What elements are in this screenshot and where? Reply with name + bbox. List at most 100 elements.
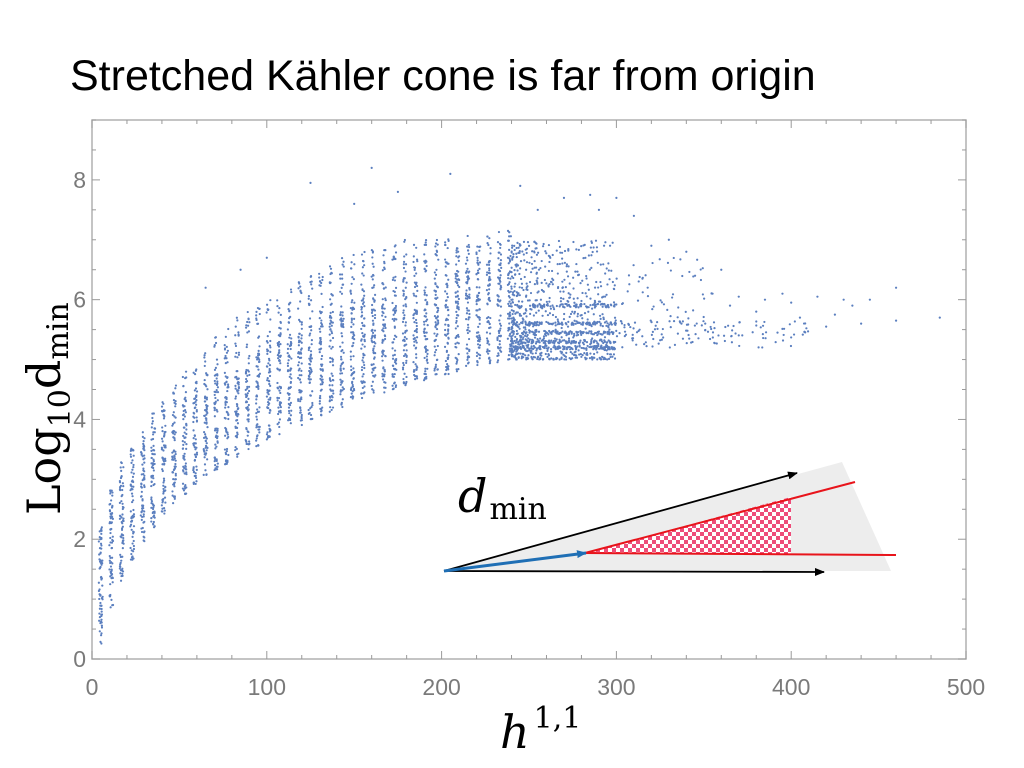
data-point [195,480,198,483]
data-point [607,304,610,307]
data-point [119,553,122,556]
data-point [509,302,512,305]
data-point [216,468,219,471]
data-point [225,447,229,451]
data-point [110,541,114,544]
data-point [98,597,101,601]
data-point [581,353,584,357]
data-point [513,290,516,293]
data-point [370,384,373,388]
data-point [433,315,437,318]
data-point [150,496,153,499]
data-point [467,309,471,312]
data-point [183,415,186,418]
data-point [373,293,377,296]
data-point [202,448,205,451]
data-point [132,530,135,534]
data-point [599,263,602,266]
data-point [518,250,521,253]
data-point [586,283,589,286]
data-point [551,304,554,307]
data-point [535,329,538,333]
data-point [512,332,515,335]
data-point [363,338,366,341]
data-point [371,262,374,265]
data-point [151,507,155,511]
data-point [583,340,587,343]
data-point [298,356,302,360]
data-point [132,539,135,543]
data-point [465,292,468,295]
data-point [184,465,187,468]
data-point [576,312,580,315]
data-point [339,290,342,293]
data-point [339,355,343,358]
data-point [290,337,293,340]
data-point [558,338,561,341]
x-tick-label: 200 [422,674,460,700]
data-point [613,287,616,291]
data-point [423,328,426,331]
data-point [279,391,282,395]
data-point [382,339,385,342]
data-point [415,246,418,249]
data-point [340,325,343,328]
data-point [415,295,418,298]
data-point [227,327,230,331]
data-point [738,321,741,324]
data-point [435,317,438,320]
data-point [255,415,258,418]
data-point [424,239,428,242]
data-point [130,492,134,495]
data-point [401,368,405,371]
data-point [394,359,397,362]
data-point [507,289,510,293]
data-point [320,311,323,314]
data-point [227,453,230,457]
data-point [213,379,216,383]
data-point [734,332,737,335]
data-point [143,437,146,440]
data-point [466,267,469,270]
data-point [300,334,303,337]
data-point [184,468,187,471]
data-point [585,331,588,334]
data-point [121,534,124,537]
data-point [299,400,302,403]
data-point [160,437,164,440]
data-point [692,275,695,278]
data-point [520,332,524,335]
data-point [174,387,177,390]
data-point [341,323,345,326]
data-point [711,336,714,339]
data-point [548,322,551,325]
data-point [458,278,461,282]
data-point [497,257,500,260]
data-point [762,336,765,340]
y-axis-title-sub10: 10 [43,389,78,427]
data-point [515,252,518,255]
data-point [341,386,344,389]
data-point [353,301,356,304]
data-point [311,390,314,393]
data-point [608,353,612,356]
data-point [204,433,207,436]
data-point [510,349,514,353]
data-point [611,332,615,335]
data-point [237,380,240,384]
data-point [362,335,366,338]
data-point [597,286,600,289]
data-point [489,252,492,255]
data-point [160,405,164,408]
data-point [164,444,167,447]
data-point [130,519,134,522]
data-point [560,351,564,354]
data-point [599,303,602,306]
data-point [265,256,268,259]
data-point [277,357,280,360]
data-point [174,459,177,462]
data-point [506,337,509,340]
data-point [118,567,121,570]
data-point [605,293,608,296]
